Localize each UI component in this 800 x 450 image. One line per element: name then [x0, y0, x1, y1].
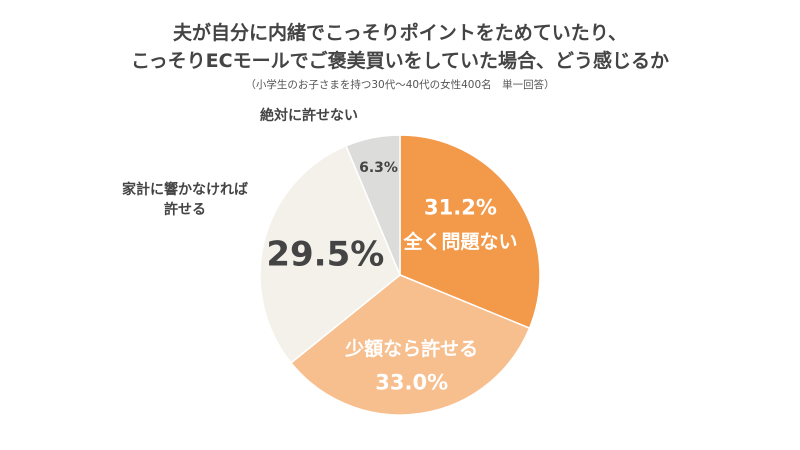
chart-title-line2: こっそりECモールでご褒美買いをしていた場合、どう感じるか — [130, 50, 670, 72]
chart-title-line1: 夫が自分に内緒でこっそりポイントをためていたり、 — [173, 22, 627, 44]
slice-value-label-zenku-mondai-nai: 31.2% — [424, 195, 497, 219]
pie-slice-zettai — [345, 134, 401, 276]
slice-value-label-shougaku-nara: 33.0% — [375, 370, 448, 394]
pie-slice-shougaku-nara — [289, 274, 531, 416]
slice-category-label-shougaku-nara: 少額なら許せる — [344, 337, 478, 360]
slice-category-label-zenku-mondai-nai: 全く問題ない — [402, 230, 517, 253]
outer-label-kakei-line1: 家計に響かなければ — [122, 182, 248, 198]
chart-subtitle: （小学生のお子さまを持つ30代〜40代の女性400名 単一回答） — [245, 79, 555, 91]
outer-label-kakei: 家計に響かなければ 許せる — [95, 180, 275, 220]
slice-value-label-kakei: 29.5% — [266, 235, 384, 275]
pie-slice-kakei — [259, 144, 401, 364]
pie-slice-zenku-mondai-nai — [399, 134, 541, 330]
outer-label-zettai: 絶対に許せない — [260, 108, 358, 124]
outer-label-kakei-line2: 許せる — [164, 202, 206, 218]
slice-value-label-zettai: 6.3% — [359, 160, 398, 176]
